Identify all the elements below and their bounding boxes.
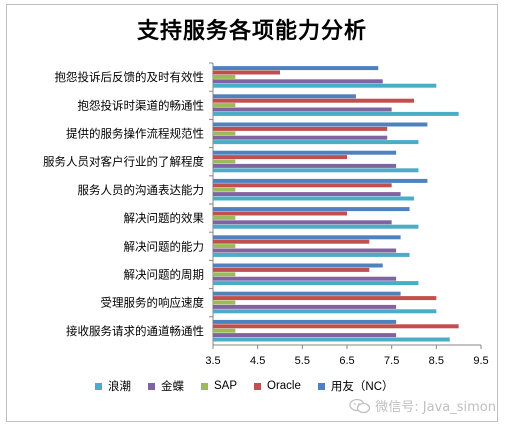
category-label: 提供的服务操作流程规范性 bbox=[66, 127, 204, 141]
bar-1-2 bbox=[213, 309, 437, 314]
bar-2-10 bbox=[213, 79, 383, 84]
bar-5-6 bbox=[213, 178, 428, 183]
legend-swatch bbox=[254, 382, 262, 390]
wechat-icon bbox=[349, 398, 371, 413]
legend-label: SAP bbox=[214, 380, 238, 392]
bar-3-6 bbox=[213, 187, 236, 192]
bar-4-4 bbox=[213, 239, 370, 244]
category-label: 服务人员的沟通表达能力 bbox=[78, 183, 205, 197]
bar-1-4 bbox=[213, 252, 410, 257]
bar-1-9 bbox=[213, 111, 459, 116]
legend-label: 用友（NC） bbox=[330, 381, 394, 393]
legend-item: 浪潮 bbox=[95, 378, 131, 394]
category-label: 解决问题的周期 bbox=[124, 268, 205, 282]
category-label: 解决问题的效果 bbox=[124, 211, 205, 225]
x-tick-label: 9.5 bbox=[473, 355, 488, 367]
category-label: 抱怨投诉时渠道的畅通性 bbox=[78, 98, 205, 112]
category-label: 接收服务请求的通道畅通性 bbox=[66, 324, 204, 338]
x-tick-label: 4.5 bbox=[250, 355, 265, 367]
bar-2-6 bbox=[213, 192, 401, 197]
bar-5-7 bbox=[213, 150, 397, 155]
x-tick-label: 8.5 bbox=[429, 355, 444, 367]
watermark-text: 微信号: Java_simon bbox=[375, 400, 496, 415]
bar-3-5 bbox=[213, 215, 236, 220]
chart-legend: 浪潮 金蝶 SAP Oracle 用友（NC） bbox=[95, 378, 411, 394]
bar-2-4 bbox=[213, 248, 397, 253]
legend-label: 金蝶 bbox=[161, 381, 184, 393]
bar-5-9 bbox=[213, 94, 356, 99]
bar-1-1 bbox=[213, 337, 450, 342]
bar-3-10 bbox=[213, 74, 236, 79]
bar-5-10 bbox=[213, 66, 379, 71]
bar-4-2 bbox=[213, 296, 437, 301]
bar-4-10 bbox=[213, 70, 280, 75]
bar-2-1 bbox=[213, 333, 397, 338]
bar-1-10 bbox=[213, 83, 437, 88]
bar-2-2 bbox=[213, 304, 397, 309]
bar-2-5 bbox=[213, 220, 392, 225]
x-tick-label: 7.5 bbox=[384, 355, 399, 367]
bar-4-8 bbox=[213, 126, 388, 131]
bar-1-5 bbox=[213, 224, 419, 229]
bar-3-8 bbox=[213, 131, 236, 136]
bar-2-8 bbox=[213, 135, 388, 140]
bar-5-2 bbox=[213, 291, 401, 296]
bar-1-7 bbox=[213, 168, 419, 173]
legend-swatch bbox=[148, 382, 155, 390]
watermark: 微信号: Java_simon bbox=[349, 396, 496, 415]
legend-swatch bbox=[95, 382, 102, 390]
legend-label: 浪潮 bbox=[108, 381, 131, 393]
bar-4-7 bbox=[213, 155, 347, 160]
bar-2-3 bbox=[213, 276, 397, 281]
bar-1-8 bbox=[213, 140, 419, 145]
bar-4-3 bbox=[213, 267, 370, 272]
bar-4-5 bbox=[213, 211, 347, 216]
category-label: 解决问题的能力 bbox=[124, 239, 205, 253]
x-tick-label: 3.5 bbox=[205, 355, 220, 367]
bar-3-7 bbox=[213, 159, 236, 164]
category-label: 抱怨投诉后反馈的及时有效性 bbox=[55, 70, 205, 84]
legend-label: Oracle bbox=[267, 380, 301, 392]
x-tick-label: 6.5 bbox=[339, 355, 354, 367]
bar-3-3 bbox=[213, 272, 236, 277]
bar-5-4 bbox=[213, 235, 401, 240]
bar-1-6 bbox=[213, 196, 414, 201]
bar-5-5 bbox=[213, 207, 410, 212]
bar-5-8 bbox=[213, 122, 428, 127]
bar-4-9 bbox=[213, 98, 414, 103]
legend-item: 金蝶 bbox=[148, 378, 184, 394]
bar-4-6 bbox=[213, 183, 392, 188]
legend-item: Oracle bbox=[254, 380, 301, 392]
legend-item: 用友（NC） bbox=[317, 378, 394, 394]
bar-3-4 bbox=[213, 244, 236, 249]
bar-2-7 bbox=[213, 163, 397, 168]
bar-3-1 bbox=[213, 328, 236, 333]
bar-2-9 bbox=[213, 107, 392, 112]
bar-1-3 bbox=[213, 281, 419, 286]
legend-swatch bbox=[317, 382, 325, 390]
bar-3-2 bbox=[213, 300, 236, 305]
x-tick-label: 5.5 bbox=[295, 355, 310, 367]
legend-item: SAP bbox=[201, 380, 237, 392]
bar-5-1 bbox=[213, 319, 397, 324]
bar-5-3 bbox=[213, 263, 383, 268]
category-label: 服务人员对客户行业的了解程度 bbox=[43, 155, 204, 169]
legend-swatch bbox=[201, 382, 208, 390]
category-label: 受理服务的响应速度 bbox=[101, 296, 205, 310]
bar-4-1 bbox=[213, 324, 459, 329]
bar-3-9 bbox=[213, 103, 236, 108]
chart-title: 支持服务各项能力分析 bbox=[136, 18, 367, 44]
